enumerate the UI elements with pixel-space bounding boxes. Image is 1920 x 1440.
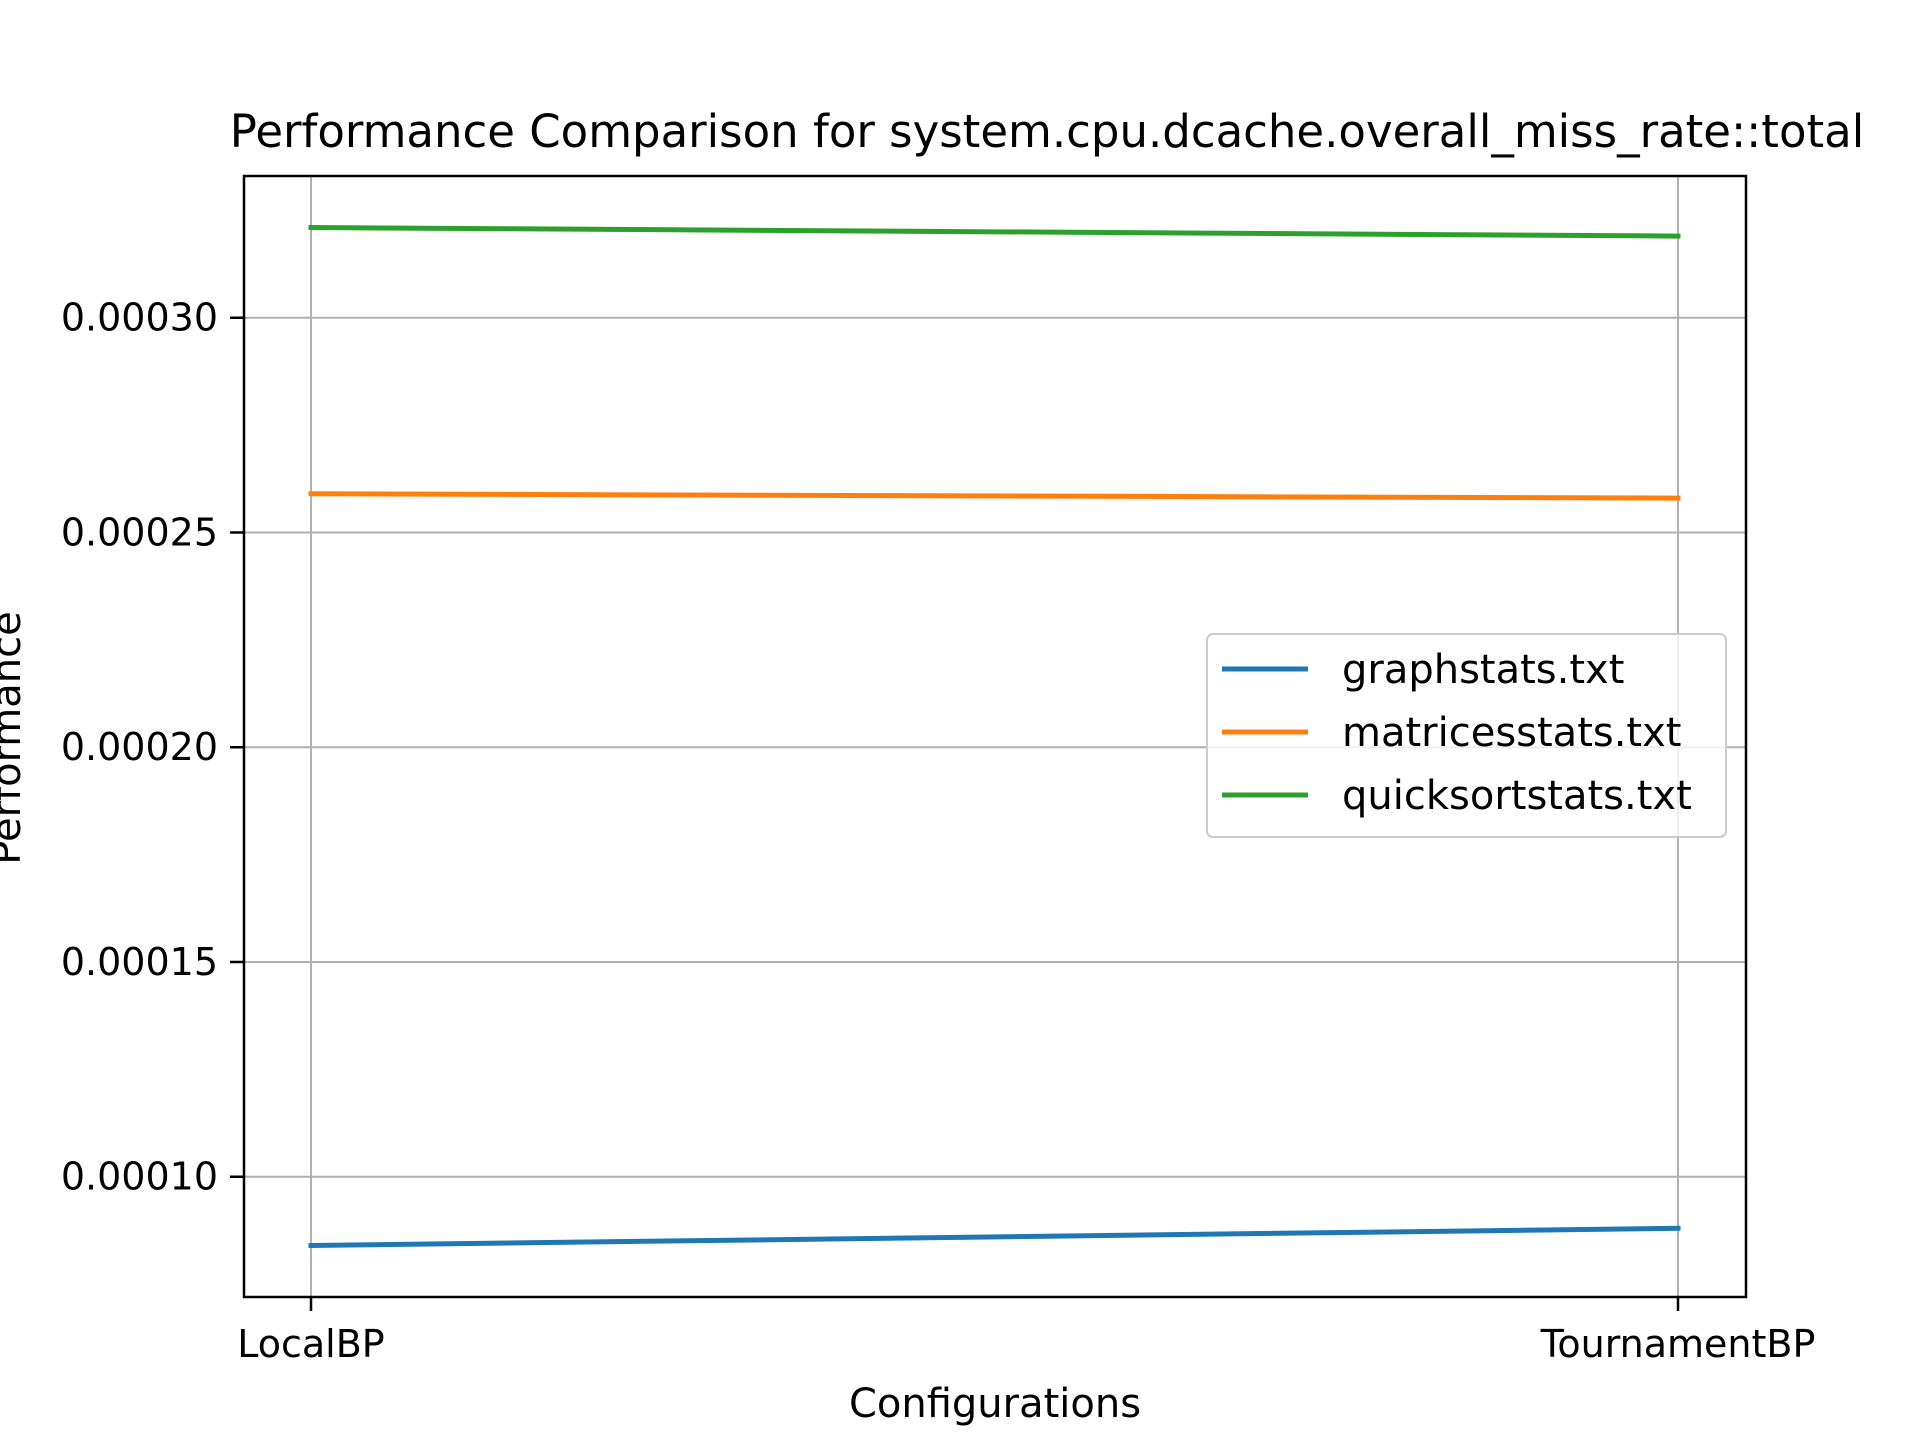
y-tick-label: 0.00030 — [61, 296, 218, 340]
legend-label: matricesstats.txt — [1342, 710, 1681, 756]
chart-title: Performance Comparison for system.cpu.dc… — [230, 105, 1864, 158]
y-tick-label: 0.00025 — [61, 510, 218, 554]
x-axis-label: Configurations — [849, 1381, 1141, 1427]
plot-frame — [242, 174, 1748, 1299]
legend: graphstats.txt matricesstats.txt quicksort… — [1206, 633, 1727, 838]
series-lines — [308, 224, 1681, 1249]
y-tick-label: 0.00015 — [61, 940, 218, 984]
x-tick-label: LocalBP — [237, 1322, 384, 1366]
y-axis-ticks: 0.00010 0.00015 0.00020 0.00025 0.00030 — [61, 296, 244, 1199]
legend-label: quicksortstats.txt — [1342, 773, 1692, 819]
legend-label: graphstats.txt — [1342, 647, 1624, 693]
series-line-1 — [308, 1225, 1681, 1249]
y-axis-label: Performance — [0, 611, 30, 864]
y-tick-label: 0.00020 — [61, 725, 218, 769]
x-tick-label: TournamentBP — [1540, 1322, 1816, 1366]
series-line-3 — [308, 224, 1681, 239]
x-axis-ticks: LocalBP TournamentBP — [237, 1297, 1815, 1366]
series-line-2 — [308, 491, 1681, 501]
legend-box — [1206, 633, 1727, 838]
grid-lines — [244, 176, 1746, 1297]
y-tick-label: 0.00010 — [61, 1155, 218, 1199]
